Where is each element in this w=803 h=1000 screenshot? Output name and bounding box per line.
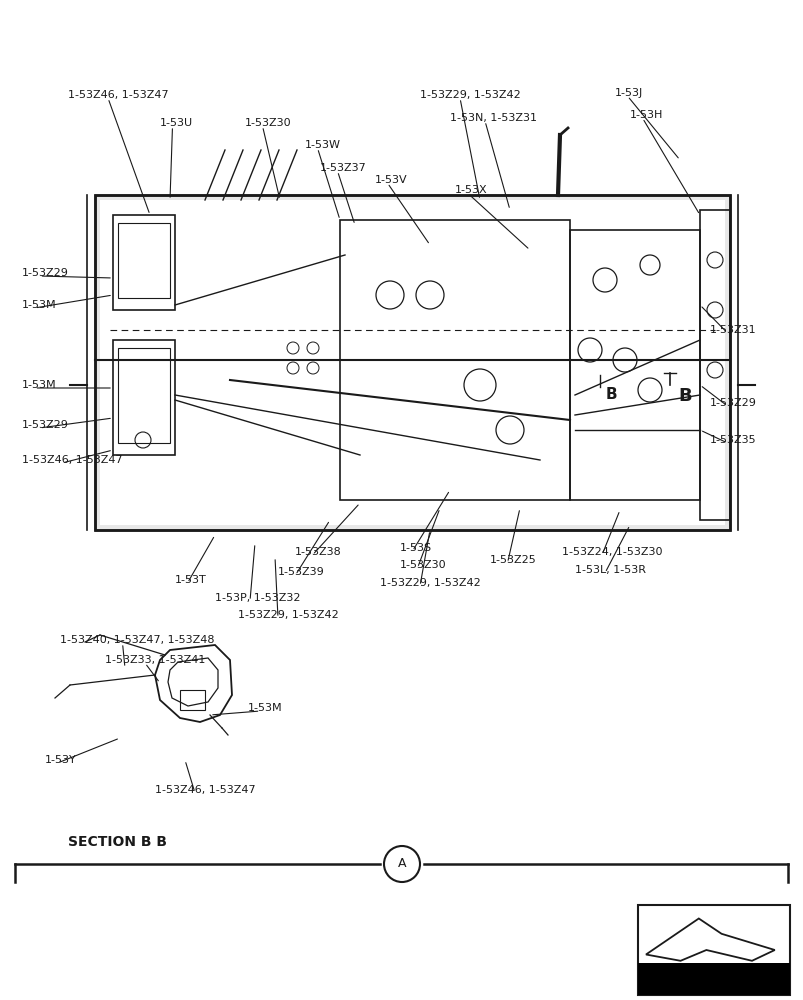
Text: 1-53Z31: 1-53Z31: [709, 325, 756, 335]
Bar: [118, 223, 169, 298]
Text: 1-53V: 1-53V: [374, 175, 407, 185]
Text: 1-53Z37: 1-53Z37: [320, 163, 366, 173]
Text: 1-53W: 1-53W: [304, 140, 340, 150]
Text: 1-53U: 1-53U: [160, 118, 193, 128]
Bar: [100, 200, 724, 525]
Text: 1-53J: 1-53J: [614, 88, 642, 98]
Text: 1-53Z29: 1-53Z29: [709, 398, 756, 408]
Text: 1-53Z29: 1-53Z29: [22, 420, 69, 430]
Bar: [95, 195, 729, 530]
Text: 1-53M: 1-53M: [247, 703, 283, 713]
Text: 1-53Z40, 1-53Z47, 1-53Z48: 1-53Z40, 1-53Z47, 1-53Z48: [60, 635, 214, 645]
Text: 1-53P, 1-53Z32: 1-53P, 1-53Z32: [214, 593, 300, 603]
Circle shape: [384, 846, 419, 882]
Text: 1-53Z29: 1-53Z29: [22, 268, 69, 278]
Bar: [638, 963, 789, 995]
Bar: [113, 340, 175, 455]
Text: 1-53M: 1-53M: [22, 300, 56, 310]
Text: 1-53Z35: 1-53Z35: [709, 435, 756, 445]
Text: SECTION B B: SECTION B B: [68, 835, 167, 849]
Bar: [638, 905, 789, 995]
Text: B: B: [677, 387, 691, 405]
Bar: [699, 210, 729, 520]
Text: 1-53Y: 1-53Y: [45, 755, 76, 765]
Text: 1-53S: 1-53S: [400, 543, 431, 553]
Text: B: B: [605, 387, 617, 402]
Text: 1-53Z29, 1-53Z42: 1-53Z29, 1-53Z42: [380, 578, 480, 588]
Text: 1-53Z29, 1-53Z42: 1-53Z29, 1-53Z42: [419, 90, 520, 100]
Bar: [95, 195, 729, 530]
Text: 1-53Z30: 1-53Z30: [245, 118, 291, 128]
Text: 1-53Z46, 1-53Z47: 1-53Z46, 1-53Z47: [155, 785, 255, 795]
Text: 1-53T: 1-53T: [175, 575, 206, 585]
Bar: [118, 348, 169, 443]
Text: A: A: [397, 857, 406, 870]
Text: 1-53Z39: 1-53Z39: [278, 567, 324, 577]
Text: 1-53Z38: 1-53Z38: [295, 547, 341, 557]
Text: 1-53Z29, 1-53Z42: 1-53Z29, 1-53Z42: [238, 610, 338, 620]
Bar: [569, 230, 699, 500]
Text: 1-53H: 1-53H: [630, 110, 662, 120]
Text: 1-53Z25: 1-53Z25: [489, 555, 536, 565]
Text: 1-53Z24, 1-53Z30: 1-53Z24, 1-53Z30: [561, 547, 662, 557]
Text: 1-53Z46, 1-53Z47: 1-53Z46, 1-53Z47: [22, 455, 123, 465]
Text: 1-53Z46, 1-53Z47: 1-53Z46, 1-53Z47: [68, 90, 169, 100]
Text: 1-53L, 1-53R: 1-53L, 1-53R: [574, 565, 645, 575]
Text: 1-53Z33, 1-53Z41: 1-53Z33, 1-53Z41: [105, 655, 205, 665]
Text: 1-53X: 1-53X: [454, 185, 487, 195]
Text: 1-53M: 1-53M: [22, 380, 56, 390]
Text: 1-53N, 1-53Z31: 1-53N, 1-53Z31: [450, 113, 536, 123]
Bar: [340, 220, 569, 500]
Text: 1-53Z30: 1-53Z30: [400, 560, 446, 570]
Bar: [113, 215, 175, 310]
